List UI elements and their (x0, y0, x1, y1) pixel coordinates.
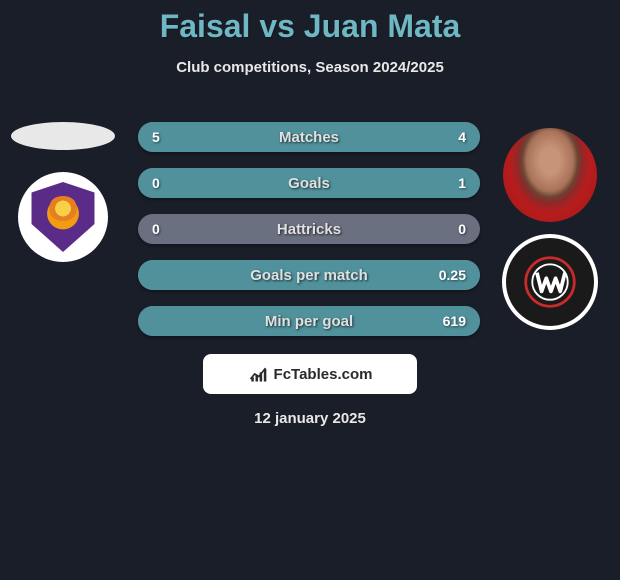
season-subtitle: Club competitions, Season 2024/2025 (0, 59, 620, 76)
stat-row: Min per goal619 (138, 306, 480, 336)
club-right-badge (502, 234, 598, 330)
left-player-column (8, 122, 118, 262)
stat-right-value: 619 (443, 313, 466, 329)
stat-row: Goals per match0.25 (138, 260, 480, 290)
stat-right-value: 4 (458, 129, 466, 145)
stats-table: 5Matches40Goals10Hattricks0Goals per mat… (138, 122, 480, 352)
stat-label: Hattricks (138, 221, 480, 238)
stat-row: 0Hattricks0 (138, 214, 480, 244)
club-left-badge (18, 172, 108, 262)
stat-label: Matches (138, 129, 480, 146)
snapshot-date: 12 january 2025 (0, 410, 620, 427)
stat-label: Goals per match (138, 267, 480, 284)
stat-right-value: 1 (458, 175, 466, 191)
perth-glory-icon (28, 182, 98, 252)
stat-label: Goals (138, 175, 480, 192)
attribution-badge: FcTables.com (203, 354, 417, 394)
comparison-title: Faisal vs Juan Mata (0, 0, 620, 45)
stat-row: 5Matches4 (138, 122, 480, 152)
stat-right-value: 0 (458, 221, 466, 237)
attribution-text: FcTables.com (274, 366, 373, 383)
player-left-avatar (11, 122, 115, 150)
stat-label: Min per goal (138, 313, 480, 330)
wanderers-icon (522, 254, 578, 310)
stat-right-value: 0.25 (439, 267, 466, 283)
player-right-avatar (503, 128, 597, 222)
stat-row: 0Goals1 (138, 168, 480, 198)
chart-icon (248, 364, 268, 384)
right-player-column (500, 128, 600, 330)
